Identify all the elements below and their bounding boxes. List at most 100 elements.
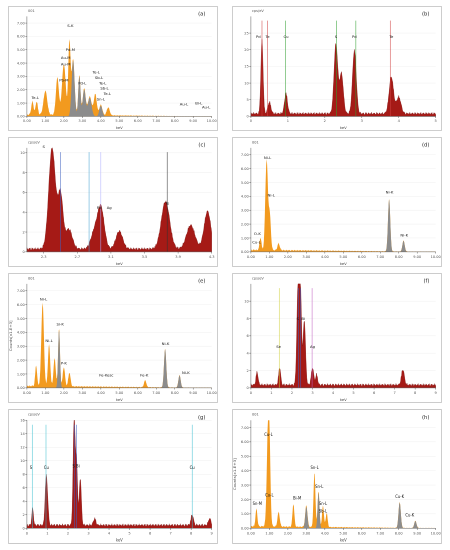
x-tick-label: 1 — [287, 119, 289, 123]
corner-label: 001 — [28, 276, 35, 280]
y-axis-label: Counts[x1.E+3] — [8, 320, 13, 351]
x-tick-label: 3.00 — [302, 255, 311, 259]
element-label: Sn-L — [97, 97, 106, 101]
x-tick-label: 9.00 — [413, 531, 422, 535]
y-tick-label: 4.00 — [241, 469, 250, 473]
y-tick-label: 0 — [23, 250, 26, 254]
panel-label: (f) — [423, 279, 429, 285]
x-tick-label: 4.00 — [97, 391, 106, 395]
element-label: S — [30, 465, 33, 470]
x-tick-label: 0.00 — [247, 255, 256, 259]
element-label: Bi-M — [293, 495, 301, 500]
x-tick-label: 3 — [87, 531, 90, 535]
element-label: Pd — [352, 35, 357, 39]
x-tick-label: 1 — [46, 531, 48, 535]
corner-label: cps/eV — [28, 140, 40, 144]
y-tick-label: 2.00 — [17, 88, 26, 92]
y-tick-label: 5 — [247, 98, 249, 102]
panel-label: (g) — [198, 415, 205, 421]
y-tick-label: 16 — [20, 418, 25, 422]
element-label: Te — [164, 200, 170, 205]
spectrum-peak-overlay — [26, 60, 212, 117]
y-tick-label: 10 — [244, 299, 249, 303]
y-axis-label: Counts[x1.E+3] — [232, 458, 237, 490]
x-tick-label: 8.00 — [171, 119, 180, 123]
x-tick-label: 0.00 — [247, 531, 256, 535]
x-tick-label: 6 — [373, 391, 376, 395]
y-tick-label: 5.00 — [241, 454, 250, 458]
panel-label: (d) — [422, 143, 429, 149]
x-tick-label: 0 — [26, 531, 29, 535]
element-label: Te — [265, 35, 271, 39]
x-tick-label: 9.00 — [189, 391, 198, 395]
x-tick-label: 9.00 — [189, 119, 198, 123]
eds-panel-g: 0 1 2 3 4 5 6 7 8 9 0 2 4 6 8 10 12 14 16 keV cps/eV (g) S Cu S B… — [8, 409, 218, 544]
x-tick-label: 6.00 — [134, 119, 143, 123]
chart-svg-a: 0.00 1.00 2.00 3.00 4.00 5.00 6.00 7.00 8.00 9.00… — [8, 6, 218, 131]
x-tick-label: 1.00 — [41, 119, 50, 123]
y-tick-label: 2 — [23, 230, 25, 234]
x-tick-label: 4 — [398, 119, 401, 123]
x-tick-label: 5 — [128, 531, 131, 535]
y-tick-label: 8 — [23, 171, 26, 175]
y-tick-label: 10 — [20, 151, 25, 155]
element-label: Bi — [301, 316, 305, 321]
eds-panel-b: 0 1 2 3 4 5 0 5 10 15 20 25 keV cps/eV (b) Pd Te Cu S Pd Te — [232, 6, 442, 131]
x-tick-label: 7.00 — [152, 391, 161, 395]
x-tick-label: 2 — [67, 531, 69, 535]
corner-label: 001 — [252, 413, 259, 417]
element-label: Ni-L — [45, 338, 53, 343]
x-tick-label: 5.00 — [339, 255, 348, 259]
y-tick-label: 4 — [247, 351, 250, 355]
x-axis-label: keV — [340, 261, 347, 266]
element-label: Cu-L — [265, 492, 274, 497]
element-label: Au-M — [61, 56, 71, 60]
y-tick-label: 7.00 — [241, 153, 250, 157]
element-label: Ag — [107, 205, 113, 210]
y-tick-label: 1.00 — [17, 372, 26, 376]
element-label: Te-L — [98, 81, 107, 85]
x-tick-label: 0.00 — [23, 119, 32, 123]
element-label: Ni-K — [162, 341, 170, 346]
element-label: Pd-L — [78, 81, 87, 85]
x-tick-label: 7.00 — [376, 531, 385, 535]
x-axis-label: keV — [116, 397, 123, 402]
x-tick-label: 1.00 — [265, 531, 274, 535]
element-label: Si-K — [57, 321, 65, 326]
panel-label: (h) — [422, 415, 429, 421]
x-tick-label: 6.00 — [134, 391, 143, 395]
y-tick-label: 7.00 — [17, 21, 26, 25]
element-label: Au-L — [202, 105, 211, 109]
eds-panel-a: 0.00 1.00 2.00 3.00 4.00 5.00 6.00 7.00 8.00 9.00… — [8, 6, 218, 131]
y-tick-label: 10 — [244, 81, 249, 85]
spectrum-peak-overlay — [250, 199, 436, 252]
element-label: Au-L — [180, 103, 189, 107]
x-tick-label: 8.00 — [171, 391, 180, 395]
x-axis-label: keV — [340, 126, 347, 130]
y-tick-label: 7.00 — [241, 426, 250, 430]
element-label: Cu — [190, 465, 196, 470]
panel-label: (a) — [198, 11, 205, 17]
x-tick-label: 3.00 — [302, 531, 311, 535]
x-tick-label: 4.00 — [321, 255, 330, 259]
element-label: Cu — [44, 465, 50, 470]
eds-panel-f: 0 1 2 3 4 5 6 7 8 9 0 2 4 6 8 10 keV cps/eV (f) Se S Bi Ag — [232, 273, 442, 403]
element-label: Pd — [97, 205, 102, 210]
x-tick-label: 0 — [250, 119, 253, 123]
x-tick-label: 7 — [394, 391, 396, 395]
corner-label: cps/eV — [252, 276, 264, 280]
y-tick-label: 6.00 — [17, 303, 26, 307]
x-tick-label: 9.00 — [413, 255, 422, 259]
x-tick-label: 3.1 — [108, 255, 114, 259]
element-label: S — [43, 144, 46, 149]
x-tick-label: 0 — [250, 391, 253, 395]
x-axis-label: keV — [116, 538, 123, 543]
y-tick-label: 0 — [247, 386, 250, 390]
x-tick-label: 3.00 — [78, 391, 87, 395]
y-tick-label: 3.00 — [241, 208, 250, 212]
panel-frame — [232, 409, 442, 544]
chart-svg-e: 0.00 1.00 2.00 3.00 4.00 5.00 6.00 7.00 8.00 9.00… — [8, 273, 218, 403]
spectrum-peak-overlay — [250, 492, 436, 529]
y-tick-label: 4 — [23, 499, 26, 503]
